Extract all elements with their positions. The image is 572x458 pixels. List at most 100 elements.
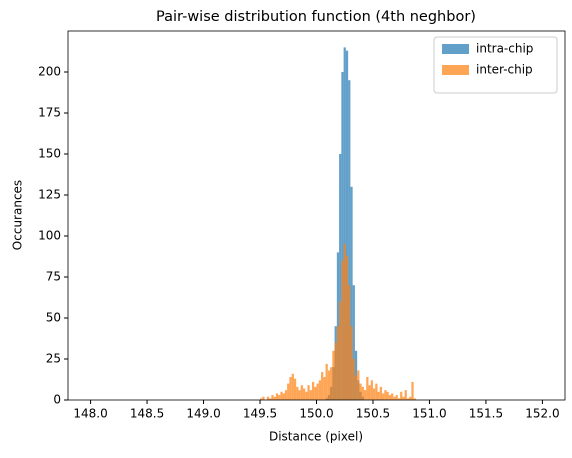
bar — [370, 380, 373, 400]
bar — [271, 395, 274, 400]
y-tick-label: 175 — [38, 106, 61, 120]
bar — [413, 398, 416, 400]
bar — [352, 359, 355, 400]
bar — [395, 395, 398, 400]
bar — [266, 396, 270, 400]
x-tick-label: 151.0 — [412, 407, 446, 421]
bar — [273, 396, 276, 400]
bar — [339, 301, 342, 400]
bar — [311, 381, 315, 400]
bar — [400, 391, 403, 400]
bar — [280, 391, 283, 400]
y-tick-label: 150 — [38, 147, 61, 161]
bar — [341, 72, 344, 400]
bar — [300, 385, 303, 400]
bar — [289, 377, 292, 400]
bar — [343, 47, 346, 401]
bar — [275, 393, 279, 400]
bar — [409, 396, 412, 400]
bar — [345, 50, 349, 401]
bar — [397, 398, 401, 400]
bar — [296, 386, 299, 400]
bar — [293, 378, 297, 400]
bar — [343, 244, 346, 400]
bar — [372, 388, 376, 400]
bar — [354, 375, 358, 400]
bar — [318, 380, 322, 400]
bar — [314, 386, 317, 400]
bar — [361, 386, 364, 400]
bar — [359, 383, 362, 400]
bar — [305, 391, 308, 400]
chart-title: Pair-wise distribution function (4th neg… — [156, 9, 476, 25]
bar — [350, 186, 353, 400]
bar — [321, 372, 324, 400]
y-tick-label: 0 — [53, 393, 61, 407]
bar — [284, 390, 288, 400]
bar — [404, 390, 407, 400]
legend-label: inter-chip — [476, 63, 533, 77]
bar — [375, 383, 378, 400]
x-tick-label: 150.5 — [356, 407, 390, 421]
bar — [350, 326, 353, 400]
bar — [348, 80, 351, 400]
x-tick-label: 149.5 — [243, 407, 277, 421]
bar — [382, 393, 385, 400]
bar — [341, 260, 344, 400]
bar — [323, 377, 326, 400]
bar — [302, 388, 306, 400]
bar — [316, 383, 319, 400]
bar — [327, 370, 331, 400]
y-tick-label: 50 — [46, 311, 61, 325]
y-tick-label: 25 — [46, 352, 61, 366]
y-tick-label: 125 — [38, 188, 61, 202]
bar — [269, 398, 272, 400]
bar — [330, 367, 333, 400]
y-tick-label: 200 — [38, 65, 61, 79]
bar — [384, 390, 387, 400]
bar — [368, 385, 371, 400]
bar — [309, 390, 312, 400]
bar — [406, 398, 410, 400]
bar — [298, 390, 301, 400]
bar — [278, 395, 281, 400]
y-tick-label: 75 — [46, 270, 61, 284]
bar — [391, 393, 394, 400]
x-tick-label: 152.0 — [525, 407, 559, 421]
x-tick-label: 150.0 — [299, 407, 333, 421]
x-axis-label: Distance (pixel) — [269, 430, 363, 444]
bar — [402, 396, 405, 400]
legend-label: intra-chip — [476, 42, 533, 56]
bar — [325, 363, 328, 400]
bar — [388, 395, 392, 400]
bar — [393, 396, 396, 400]
bar — [287, 383, 290, 400]
bar — [377, 391, 380, 400]
bar — [411, 381, 414, 400]
bar — [379, 386, 383, 400]
bar — [307, 385, 310, 400]
bar — [348, 285, 351, 400]
x-tick-label: 148.5 — [130, 407, 164, 421]
y-tick-label: 100 — [38, 229, 61, 243]
bar — [262, 396, 265, 400]
bar — [339, 154, 342, 400]
legend-swatch — [442, 65, 469, 75]
bar — [336, 326, 340, 400]
bar — [357, 370, 360, 400]
bar — [291, 373, 294, 400]
y-axis-label: Occurances — [11, 180, 25, 250]
bar — [345, 255, 349, 400]
bar — [363, 390, 367, 400]
bar — [352, 285, 355, 400]
bar — [334, 342, 337, 400]
bar — [386, 391, 389, 400]
x-tick-label: 151.5 — [469, 407, 503, 421]
bar — [332, 350, 335, 400]
x-tick-label: 149.0 — [186, 407, 220, 421]
legend-swatch — [442, 44, 469, 54]
bar — [260, 398, 263, 400]
x-tick-label: 148.0 — [73, 407, 107, 421]
bar — [366, 377, 369, 400]
